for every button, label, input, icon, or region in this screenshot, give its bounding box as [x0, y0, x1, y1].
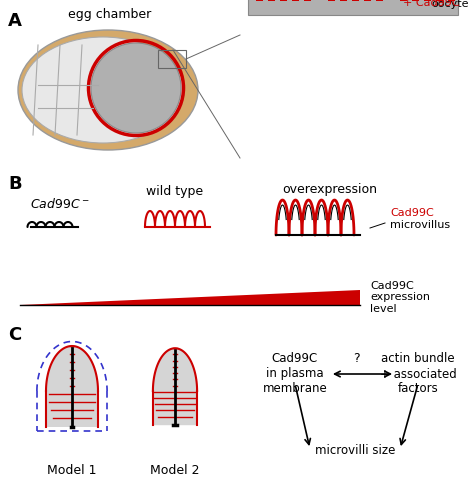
Bar [256, 0, 263, 1]
Bar [158, 50, 186, 68]
Bar [412, 0, 419, 1]
Bar [292, 0, 299, 1]
Text: overexpression: overexpression [283, 183, 377, 196]
Text: actin bundle
+ associated
factors: actin bundle + associated factors [380, 352, 456, 396]
Bar [364, 0, 371, 1]
Bar [352, 0, 359, 1]
Bar [436, 0, 443, 1]
Bar [328, 0, 335, 1]
Ellipse shape [91, 43, 181, 133]
Bar [424, 0, 431, 1]
Ellipse shape [18, 30, 198, 150]
Text: A: A [8, 12, 22, 30]
Text: B: B [8, 175, 22, 193]
Text: C: C [8, 326, 21, 344]
Bar [340, 0, 347, 1]
Text: microvillus: microvillus [390, 220, 450, 230]
Text: Model 1: Model 1 [47, 464, 97, 477]
Bar [268, 0, 275, 1]
Text: microvilli
+ Cad99C: microvilli + Cad99C [403, 0, 460, 8]
Text: Model 2: Model 2 [150, 464, 200, 477]
Text: oocyte: oocyte [431, 0, 469, 9]
Text: egg chamber: egg chamber [68, 8, 152, 21]
Polygon shape [46, 346, 98, 427]
Bar [376, 0, 383, 1]
Bar [400, 0, 407, 1]
Polygon shape [20, 290, 360, 305]
Text: Cad99C: Cad99C [390, 208, 434, 218]
Bar [304, 0, 311, 1]
Ellipse shape [22, 37, 184, 143]
Bar [448, 0, 455, 1]
Text: microvilli size: microvilli size [315, 444, 395, 457]
Text: ?: ? [353, 351, 360, 364]
Bar [280, 0, 287, 1]
Text: Cad99C
in plasma
membrane: Cad99C in plasma membrane [263, 352, 328, 396]
Text: wild type: wild type [146, 185, 203, 198]
Text: Cad99C
expression
level: Cad99C expression level [370, 281, 430, 314]
Bar [248, 0, 458, 15]
Polygon shape [153, 348, 197, 425]
Text: $\it{Cad99C}^-$: $\it{Cad99C}^-$ [30, 197, 90, 211]
